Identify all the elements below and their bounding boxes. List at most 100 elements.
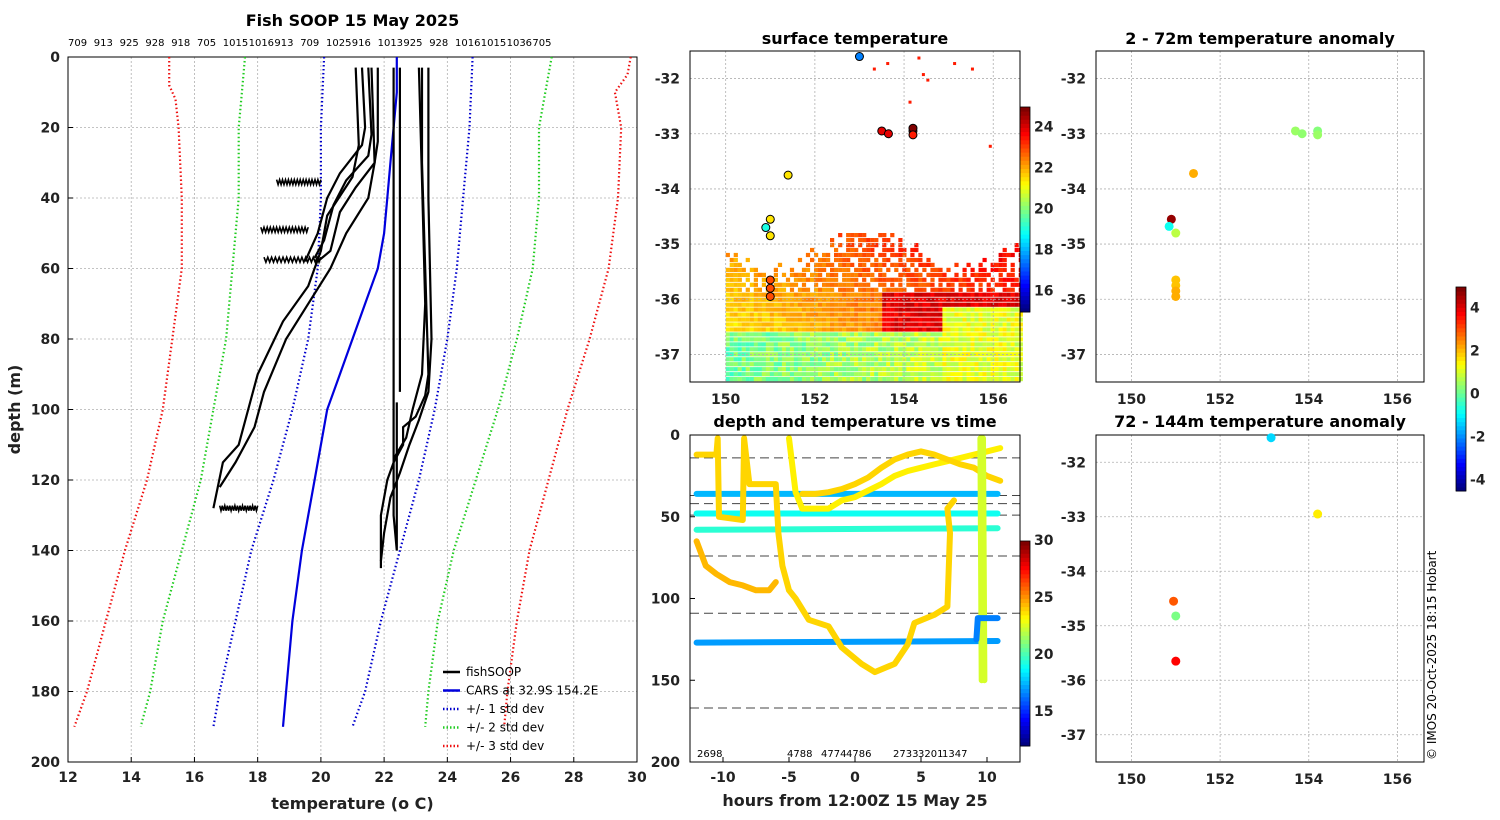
depth-time-x-tick: 10 bbox=[977, 770, 997, 786]
sst-cell bbox=[725, 332, 730, 337]
colorbar-segment bbox=[1456, 327, 1466, 333]
sst-cell bbox=[769, 342, 774, 347]
sst-cell bbox=[882, 277, 887, 282]
sst-cell bbox=[974, 272, 979, 277]
sst-cell bbox=[810, 297, 815, 302]
sst-cell bbox=[914, 257, 919, 263]
sst-cell bbox=[753, 342, 758, 347]
colorbar-segment bbox=[1020, 258, 1030, 264]
sst-cell bbox=[1014, 352, 1019, 357]
sst-cell bbox=[942, 362, 947, 367]
sst-cell bbox=[982, 292, 987, 297]
sst-cell bbox=[773, 307, 778, 312]
sst-cell bbox=[942, 302, 947, 307]
sst-cell bbox=[858, 327, 863, 332]
sst-cell bbox=[741, 282, 746, 287]
sst-cell bbox=[874, 317, 879, 322]
sst-cell bbox=[986, 362, 991, 367]
sst-cell bbox=[822, 282, 827, 287]
sst-cell bbox=[814, 287, 819, 292]
sst-cell bbox=[918, 292, 923, 297]
colorbar-segment bbox=[1020, 189, 1030, 194]
profile-top-label: 916 bbox=[352, 38, 371, 49]
sst-cell bbox=[894, 292, 899, 297]
sst-cell bbox=[1010, 377, 1015, 382]
sst-cell bbox=[810, 272, 815, 277]
surface-station-point bbox=[765, 275, 775, 285]
sst-cell bbox=[998, 367, 1003, 372]
sst-cell bbox=[862, 287, 867, 292]
sst-cell bbox=[878, 267, 883, 272]
legend-entry: +/- 3 std dev bbox=[466, 739, 544, 753]
sst-cell bbox=[801, 287, 807, 292]
sst-cell bbox=[862, 292, 867, 297]
anomaly-shallow-station-point bbox=[1313, 130, 1323, 140]
sst-cell bbox=[789, 267, 795, 272]
anomaly-deep-x-tick: 152 bbox=[1205, 772, 1234, 788]
sst-cell bbox=[882, 362, 887, 367]
sst-cell bbox=[962, 357, 967, 362]
sst-cell bbox=[866, 307, 871, 312]
sst-cell bbox=[898, 357, 903, 362]
sst-cell bbox=[986, 292, 991, 297]
colorbar-segment bbox=[1456, 311, 1466, 317]
sst-cell bbox=[962, 267, 967, 272]
profile-y-tick: 140 bbox=[31, 544, 60, 560]
sst-cell bbox=[753, 322, 758, 327]
sst-cell bbox=[822, 257, 827, 263]
sst-cell bbox=[866, 332, 871, 337]
colorbar-segment bbox=[1456, 454, 1466, 459]
sst-cell bbox=[725, 362, 730, 367]
sst-cell bbox=[797, 292, 803, 297]
sst-cell bbox=[878, 362, 883, 367]
sst-cell bbox=[846, 342, 851, 347]
sst-cell bbox=[842, 302, 847, 307]
sst-cell bbox=[810, 277, 815, 282]
sst-cell bbox=[729, 267, 734, 272]
sst-cell bbox=[934, 357, 939, 362]
sst-cell bbox=[898, 332, 903, 337]
sst-cell bbox=[834, 247, 839, 253]
sst-cell bbox=[834, 367, 839, 372]
colorbar-segment bbox=[1456, 429, 1466, 435]
sst-cell bbox=[854, 322, 859, 327]
colorbar-segment bbox=[1020, 549, 1030, 554]
sst-cell bbox=[934, 312, 939, 317]
sst-cell bbox=[1006, 357, 1011, 362]
sst-cell bbox=[982, 332, 987, 337]
sst-cell bbox=[785, 282, 791, 287]
sst-cell bbox=[930, 312, 935, 317]
sst-cell bbox=[773, 282, 778, 287]
sst-cell bbox=[725, 372, 730, 377]
sst-cell bbox=[830, 322, 835, 327]
sst-cell bbox=[882, 233, 887, 238]
sst-cell bbox=[761, 357, 766, 362]
sst-cell bbox=[922, 347, 927, 352]
sst-cell bbox=[818, 372, 823, 377]
sst-cell bbox=[974, 372, 979, 377]
sst-cell bbox=[898, 292, 903, 297]
sst-cell bbox=[974, 317, 979, 322]
sst-cell bbox=[761, 342, 766, 347]
profile-x-tick: 28 bbox=[564, 770, 583, 786]
sst-cell bbox=[765, 317, 770, 322]
colorbar-segment bbox=[1020, 676, 1030, 681]
legend-entry: +/- 2 std dev bbox=[466, 721, 544, 735]
anomaly-deep-y-tick: -34 bbox=[1061, 564, 1087, 580]
sst-cell bbox=[890, 252, 895, 258]
sst-cell bbox=[950, 317, 955, 322]
sst-cell bbox=[1010, 317, 1015, 322]
sst-cell bbox=[946, 287, 951, 292]
sst-cell bbox=[934, 337, 939, 342]
sst-cell bbox=[866, 362, 871, 367]
sst-cell bbox=[842, 342, 847, 347]
sst-cell bbox=[898, 312, 903, 317]
sst-cell bbox=[914, 297, 919, 302]
sst-cell bbox=[773, 347, 778, 352]
sst-cell bbox=[1002, 317, 1007, 322]
sst-cell bbox=[914, 307, 919, 312]
sst-cell bbox=[866, 337, 871, 342]
sst-cell bbox=[862, 262, 867, 267]
sst-cell bbox=[846, 377, 851, 382]
sst-cell bbox=[978, 362, 983, 367]
